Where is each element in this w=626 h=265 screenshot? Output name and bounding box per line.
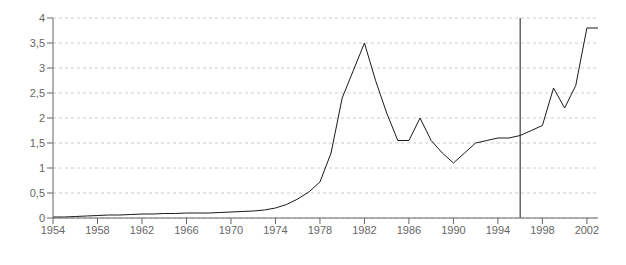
svg-text:0,5: 0,5 bbox=[30, 187, 45, 199]
svg-text:1998: 1998 bbox=[530, 224, 554, 236]
svg-text:1982: 1982 bbox=[352, 224, 376, 236]
svg-text:1994: 1994 bbox=[486, 224, 510, 236]
svg-text:1974: 1974 bbox=[263, 224, 287, 236]
svg-text:1970: 1970 bbox=[219, 224, 243, 236]
svg-text:4: 4 bbox=[39, 12, 45, 24]
svg-text:1962: 1962 bbox=[130, 224, 154, 236]
svg-text:0: 0 bbox=[39, 212, 45, 224]
svg-text:2: 2 bbox=[39, 112, 45, 124]
svg-text:1: 1 bbox=[39, 162, 45, 174]
svg-text:2,5: 2,5 bbox=[30, 87, 45, 99]
svg-text:3: 3 bbox=[39, 62, 45, 74]
svg-text:1958: 1958 bbox=[85, 224, 109, 236]
svg-text:2002: 2002 bbox=[575, 224, 599, 236]
svg-text:1986: 1986 bbox=[397, 224, 421, 236]
svg-text:3,5: 3,5 bbox=[30, 37, 45, 49]
svg-text:1954: 1954 bbox=[41, 224, 65, 236]
svg-text:1,5: 1,5 bbox=[30, 137, 45, 149]
svg-text:1966: 1966 bbox=[174, 224, 198, 236]
svg-text:1990: 1990 bbox=[441, 224, 465, 236]
svg-text:1978: 1978 bbox=[308, 224, 332, 236]
